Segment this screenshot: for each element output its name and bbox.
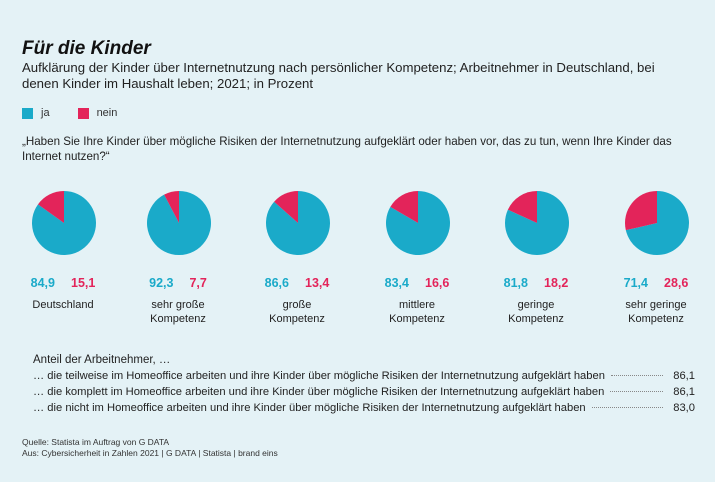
footer-source: Quelle: Statista im Auftrag von G DATA: [22, 437, 170, 447]
legend: ja nein: [22, 107, 117, 119]
pie-chart: [32, 191, 97, 255]
pie-value-ja: 71,4: [623, 276, 648, 290]
pie-value-ja: 92,3: [149, 276, 174, 290]
chart-title: Für die Kinder: [22, 38, 151, 59]
pie-slice-nein: [37, 191, 64, 223]
dotted-leader: [610, 375, 663, 376]
employees-list: … die teilweise im Homeoffice arbeiten u…: [33, 370, 695, 418]
employees-row-text: … die nicht im Homeoffice arbeiten und i…: [33, 402, 586, 414]
employees-row-value: 83,0: [673, 402, 695, 414]
pie-value-nein: 7,7: [189, 276, 207, 290]
pie-label: sehr geringe Kompetenz: [625, 299, 687, 325]
survey-question: „Haben Sie Ihre Kinder über mögliche Ris…: [22, 135, 672, 163]
pie-value-ja: 86,6: [264, 276, 289, 290]
pie-value-nein: 13,4: [305, 276, 330, 290]
pie-slice-nein: [164, 191, 179, 223]
pie-slice-ja: [32, 191, 97, 255]
employees-row-value: 86,1: [673, 386, 695, 398]
pie-value-nein: 28,6: [664, 276, 689, 290]
employees-row: … die komplett im Homeoffice arbeiten un…: [33, 386, 695, 402]
pie-label: mittlere Kompetenz: [389, 299, 445, 325]
pie-values: 81,8 18,2: [476, 276, 596, 290]
pie-slice-nein: [507, 191, 537, 223]
legend-swatch-ja: [22, 107, 33, 119]
pie-chart: [505, 191, 569, 255]
legend-label-nein: nein: [96, 107, 118, 119]
footer-from: Aus: Cybersicherheit in Zahlen 2021 | G …: [22, 448, 278, 458]
employees-row: … die teilweise im Homeoffice arbeiten u…: [33, 370, 695, 386]
legend-swatch-nein: [77, 107, 89, 119]
employees-row-text: … die komplett im Homeoffice arbeiten un…: [33, 386, 605, 398]
pie-value-ja: 81,8: [503, 276, 528, 290]
pie-values: 71,4 28,6: [596, 276, 715, 290]
pie-charts: 84,9 15,1 Deutschland 92,3 7,7 sehr große Kom…: [0, 190, 715, 330]
pie-values: 92,3 7,7: [118, 276, 238, 290]
pie-value-nein: 18,2: [544, 276, 569, 290]
legend-item-ja: ja: [22, 107, 50, 119]
employees-row-value: 86,1: [673, 370, 695, 382]
pie-label: sehr große Kompetenz: [150, 299, 206, 325]
dotted-leader: [591, 407, 663, 408]
pie-values: 84,9 15,1: [3, 276, 123, 290]
pie-slice-nein: [274, 191, 298, 223]
footer: Quelle: Statista im Auftrag von G DATA A…: [22, 437, 278, 459]
pie-value-nein: 15,1: [71, 276, 96, 290]
employees-row: … die nicht im Homeoffice arbeiten und i…: [33, 402, 695, 418]
pie-label: geringe Kompetenz: [508, 299, 564, 325]
employees-row-text: … die teilweise im Homeoffice arbeiten u…: [33, 370, 605, 382]
pie-values: 86,6 13,4: [237, 276, 357, 290]
dotted-leader: [610, 391, 663, 392]
legend-item-nein: nein: [77, 107, 118, 119]
pie-chart: [147, 191, 211, 255]
pie-chart: [386, 191, 450, 255]
employees-title: Anteil der Arbeitnehmer, …: [33, 354, 171, 366]
pie-values: 83,4 16,6: [357, 276, 477, 290]
pie-slice-ja: [625, 191, 689, 255]
pie-value-ja: 83,4: [384, 276, 409, 290]
pie-slice-nein: [390, 191, 418, 223]
pie-value-nein: 16,6: [425, 276, 450, 290]
pie-label: Deutschland: [32, 299, 94, 311]
pie-chart: [266, 191, 330, 255]
pie-label: große Kompetenz: [269, 299, 325, 325]
legend-label-ja: ja: [41, 107, 50, 119]
pie-value-ja: 84,9: [30, 276, 55, 290]
pie-slice-nein: [625, 191, 657, 231]
chart-subtitle: Aufklärung der Kinder über Internetnutzu…: [22, 60, 655, 91]
pie-chart: [625, 191, 689, 255]
